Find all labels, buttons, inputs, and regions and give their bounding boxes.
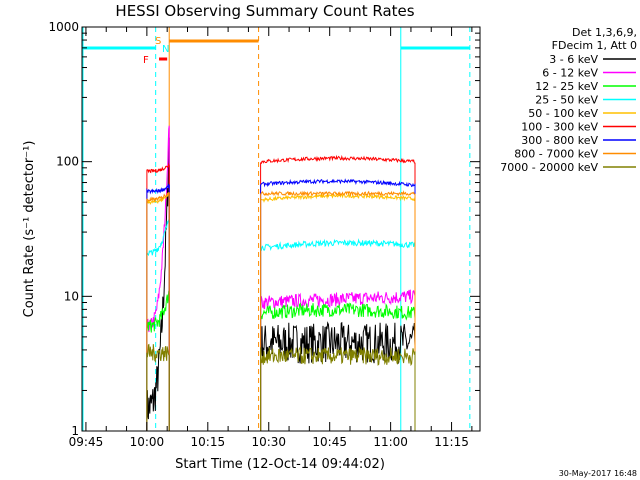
series-3 <box>146 290 416 431</box>
x-tick-label-1: 09:45 <box>69 435 104 449</box>
series-7-segment-1 <box>146 183 170 431</box>
series-9 <box>146 343 416 431</box>
chart-title: HESSI Observing Summary Count Rates <box>115 2 414 20</box>
y-axis-label: Count Rate (s⁻¹ detector⁻¹) <box>22 141 37 318</box>
legend-label-3: 12 - 25 keV <box>535 80 598 93</box>
series-8 <box>146 190 416 431</box>
series-3-segment-2 <box>260 302 416 431</box>
legend-header-line-2: FDecim 1, Att 0 <box>552 39 637 52</box>
x-axis-label: Start Time (12-Oct-14 09:44:02) <box>175 457 385 472</box>
series-9-segment-1 <box>146 343 170 431</box>
x-tick-label-5: 10:45 <box>312 435 347 449</box>
series-9-segment-2 <box>260 345 416 431</box>
legend-label-7: 300 - 800 keV <box>521 134 598 147</box>
legend-label-9: 7000 - 20000 keV <box>500 161 598 174</box>
series-4-segment-2 <box>260 238 416 431</box>
legend-header-line-1: Det 1,3,6,9, <box>572 26 637 39</box>
legend-label-1: 3 - 6 keV <box>549 53 598 66</box>
x-tick-label-4: 10:30 <box>251 435 286 449</box>
series-7-segment-2 <box>260 178 416 431</box>
flag-label-S: S <box>155 36 161 47</box>
data-layer: SN F <box>82 27 471 431</box>
series-4-segment-1 <box>146 217 170 431</box>
series-7 <box>146 178 416 431</box>
x-tick-label-6: 11:00 <box>373 435 408 449</box>
x-tick-label-3: 10:15 <box>191 435 226 449</box>
series-5-segment-1 <box>146 192 170 431</box>
plot-frame <box>81 26 481 432</box>
series-2 <box>146 125 416 431</box>
y-tick-label-2: 10 <box>64 289 79 303</box>
legend-label-8: 800 - 7000 keV <box>514 148 598 161</box>
flag-label-N: N <box>162 44 169 55</box>
series-6-segment-2 <box>260 154 416 431</box>
legend-label-5: 50 - 100 keV <box>528 107 598 120</box>
axis-layer: 1 10 100 1000 09:45 10:00 10:15 10:30 10:45 11:00… <box>48 20 480 449</box>
series-6-segment-1 <box>146 162 170 431</box>
footer-date: 30-May-2017 16:48 <box>559 469 637 478</box>
legend-label-6: 100 - 300 keV <box>521 121 598 134</box>
legend-label-4: 25 - 50 keV <box>535 94 598 107</box>
y-tick-label-3: 100 <box>56 155 79 169</box>
series-4 <box>146 217 416 431</box>
series-2-segment-2 <box>260 289 416 431</box>
series-3-segment-1 <box>146 290 170 431</box>
series-8-segment-1 <box>146 191 170 431</box>
legend-label-2: 6 - 12 keV <box>542 67 598 80</box>
series-1-segment-1 <box>146 137 170 431</box>
series-6 <box>146 154 416 431</box>
x-tick-label-2: 10:00 <box>130 435 165 449</box>
series-8-segment-2 <box>260 190 416 431</box>
series-5-segment-2 <box>260 192 416 431</box>
y-tick-label-1: 1 <box>71 424 79 438</box>
series-1-segment-2 <box>260 321 416 431</box>
y-tick-label-4: 1000 <box>48 20 79 34</box>
series-5 <box>146 192 416 431</box>
x-tick-label-7: 11:15 <box>434 435 469 449</box>
flag-label-F: F <box>143 55 149 66</box>
